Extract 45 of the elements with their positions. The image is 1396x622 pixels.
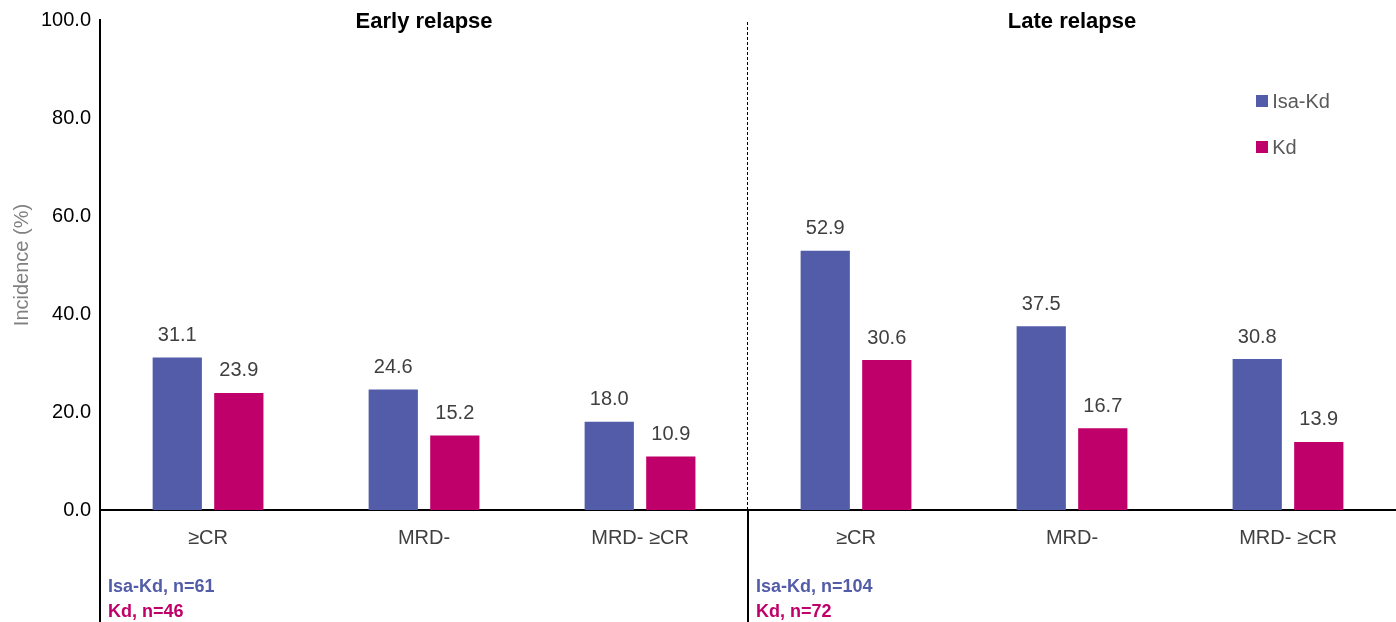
bar <box>214 392 264 510</box>
data-label: 30.8 <box>1237 324 1277 347</box>
bar <box>152 357 202 510</box>
y-tick-label: 0.0 <box>63 497 92 520</box>
bar <box>1294 441 1344 510</box>
bar <box>862 360 912 510</box>
data-label: 24.6 <box>373 354 413 377</box>
y-tick-label: 60.0 <box>52 203 92 226</box>
text: Isa-Kd, n=104 <box>756 575 873 596</box>
x-tick-label: MRD- <box>397 525 451 548</box>
bar <box>800 250 850 510</box>
bar <box>368 389 418 510</box>
x-tick-label: MRD- <box>1045 525 1099 548</box>
annotation: Early relapse <box>355 8 493 34</box>
y-axis-title: Incidence (%) <box>9 203 32 327</box>
bar <box>646 456 696 510</box>
data-label: 52.9 <box>805 216 845 239</box>
legend-label: Kd <box>1272 135 1297 159</box>
y-tick-label: 80.0 <box>52 105 92 128</box>
x-tick-label: ≥CR <box>188 525 228 548</box>
data-label: 16.7 <box>1083 393 1123 416</box>
data-label: 31.1 <box>157 323 197 346</box>
data-label: 15.2 <box>435 401 475 424</box>
legend-label: Isa-Kd <box>1272 89 1330 113</box>
bar <box>1232 359 1282 510</box>
bar <box>1016 326 1066 510</box>
y-tick-label: 100.0 <box>40 7 92 30</box>
data-label: 30.6 <box>867 325 907 348</box>
bar <box>1078 428 1128 510</box>
text: Kd, n=46 <box>108 600 184 621</box>
x-tick-label: MRD- ≥CR <box>1239 525 1337 548</box>
data-label: 23.9 <box>219 358 259 381</box>
text: Isa-Kd, n=61 <box>108 575 215 596</box>
bar <box>584 421 634 510</box>
annotation: Late relapse <box>1007 8 1137 34</box>
x-tick-label: MRD- ≥CR <box>591 525 689 548</box>
y-tick-label: 40.0 <box>52 301 92 324</box>
data-label: 13.9 <box>1299 407 1339 430</box>
x-tick-label: ≥CR <box>836 525 876 548</box>
data-label: 37.5 <box>1021 291 1061 314</box>
data-label: 18.0 <box>589 387 629 410</box>
y-tick-label: 20.0 <box>52 399 92 422</box>
text: Kd, n=72 <box>756 600 832 621</box>
data-label: 10.9 <box>651 422 691 445</box>
bar <box>430 435 480 510</box>
